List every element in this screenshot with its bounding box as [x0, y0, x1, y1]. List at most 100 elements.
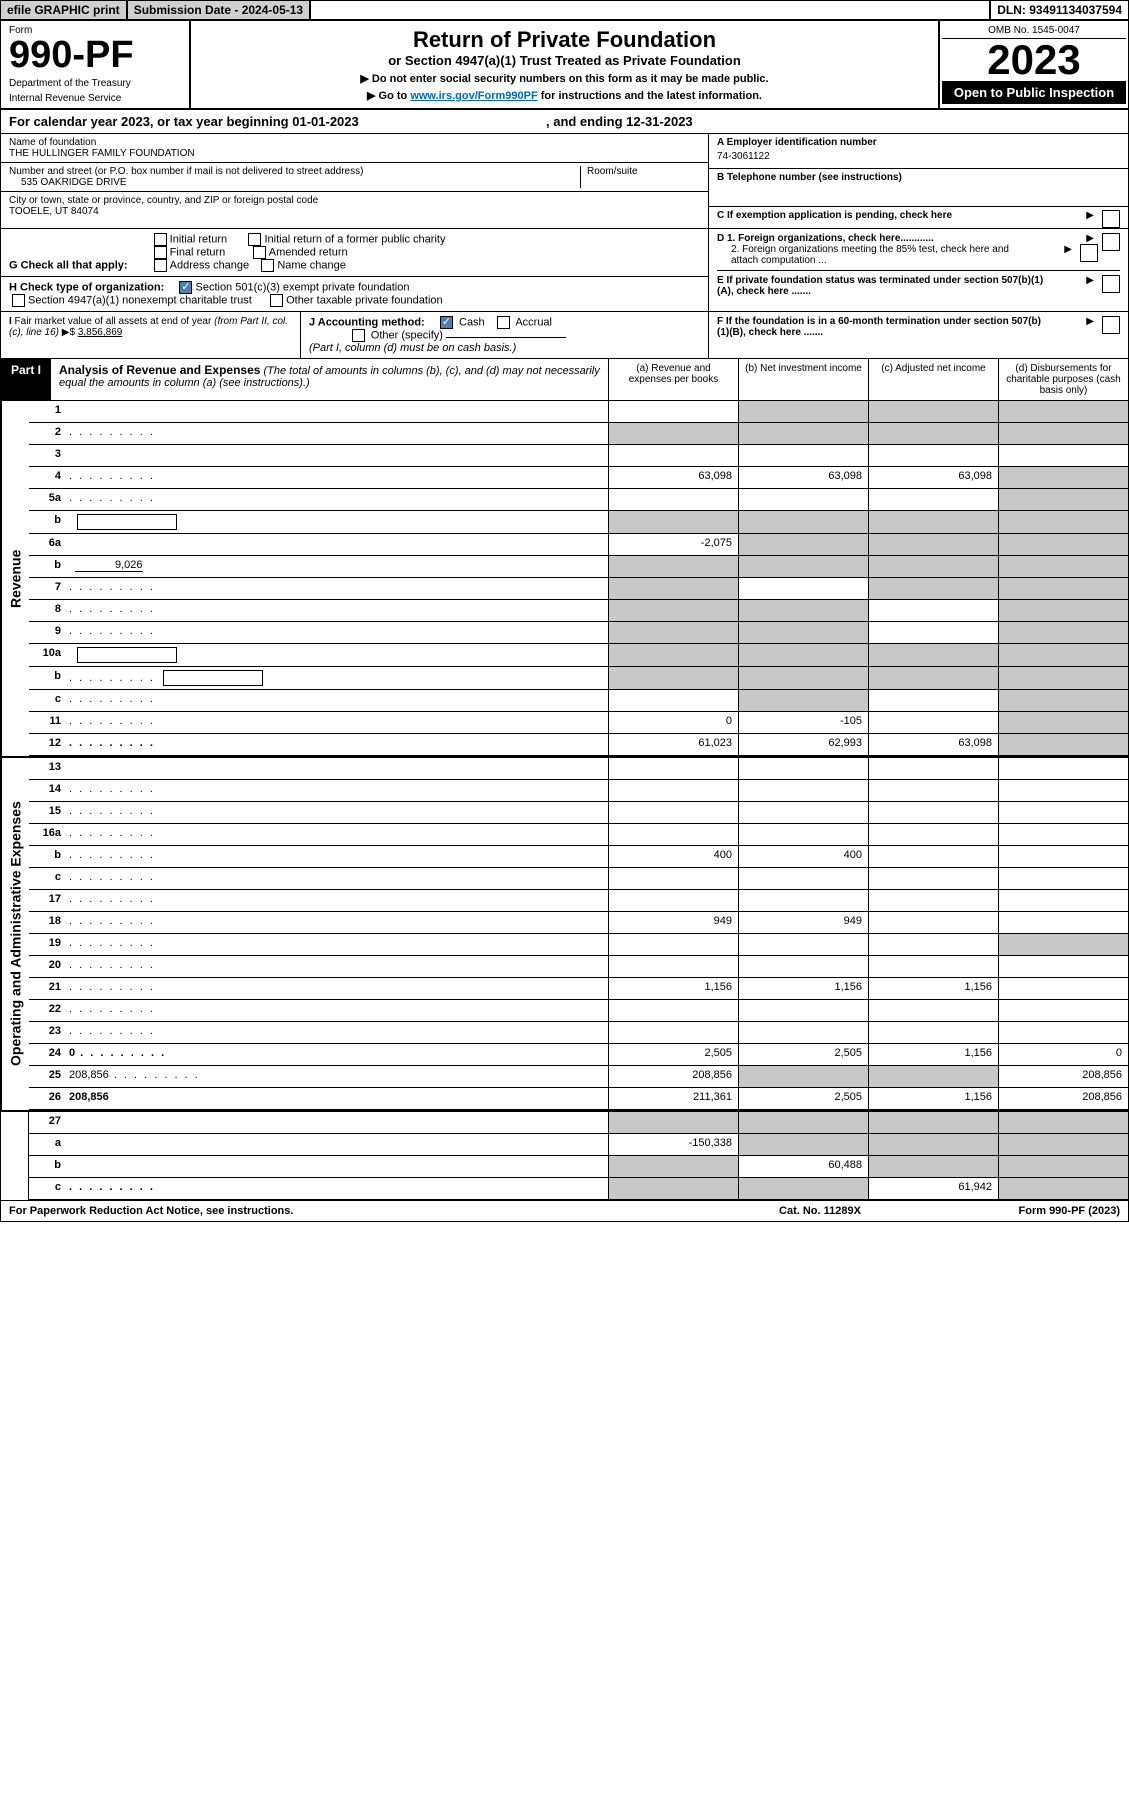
cell-c: 1,156: [868, 978, 998, 999]
f-checkbox[interactable]: [1102, 316, 1120, 334]
cell-b: [738, 578, 868, 599]
cell-b: [738, 1178, 868, 1199]
d1-checkbox[interactable]: [1102, 233, 1120, 251]
cell-d: 208,856: [998, 1066, 1128, 1087]
foundation-name-cell: Name of foundation THE HULLINGER FAMILY …: [1, 134, 708, 163]
cell-b: [738, 780, 868, 801]
row-number: 5a: [29, 489, 65, 510]
form-link[interactable]: www.irs.gov/Form990PF: [410, 90, 537, 102]
row-description: [65, 1178, 608, 1199]
other-taxable-checkbox[interactable]: [270, 294, 283, 307]
cell-b: [738, 868, 868, 889]
instruction-2: ▶ Go to www.irs.gov/Form990PF for instru…: [201, 89, 928, 102]
info-right: A Employer identification number 74-3061…: [708, 134, 1128, 228]
cell-c: [868, 824, 998, 845]
cell-b: [738, 534, 868, 555]
501c3-checkbox[interactable]: [179, 281, 192, 294]
row-description: [65, 1022, 608, 1043]
table-row: b: [29, 667, 1128, 690]
cash-checkbox[interactable]: [440, 316, 453, 329]
room-label: Room/suite: [580, 166, 700, 188]
cell-b: [738, 824, 868, 845]
cell-b: [738, 1066, 868, 1087]
phone-label: B Telephone number (see instructions): [717, 172, 902, 183]
table-row: 25208,856208,856208,856: [29, 1066, 1128, 1088]
e-checkbox[interactable]: [1102, 275, 1120, 293]
cell-c: [868, 1022, 998, 1043]
form-header: Form 990-PF Department of the Treasury I…: [1, 21, 1128, 110]
row-description: [65, 780, 608, 801]
revenue-section: Revenue 123463,09863,09863,0985ab6a-2,07…: [1, 401, 1128, 756]
efile-label[interactable]: efile GRAPHIC print: [1, 1, 128, 19]
cell-a: [608, 690, 738, 711]
g-label: G Check all that apply:: [9, 259, 128, 271]
e-label: E If private foundation status was termi…: [717, 275, 1047, 297]
cell-a: 61,023: [608, 734, 738, 755]
row-description: [65, 956, 608, 977]
cell-d: [998, 423, 1128, 444]
row-number: 17: [29, 890, 65, 911]
initial-former-checkbox[interactable]: [248, 233, 261, 246]
f-label: F If the foundation is in a 60-month ter…: [717, 316, 1047, 338]
row-description: [65, 1112, 608, 1133]
cell-b: [738, 1112, 868, 1133]
arrow-icon: ▶: [1086, 210, 1094, 221]
instr2-post: for instructions and the latest informat…: [538, 90, 762, 102]
cell-b: [738, 401, 868, 422]
form-container: efile GRAPHIC print Submission Date - 20…: [0, 0, 1129, 1222]
cell-a: [608, 423, 738, 444]
cell-d: [998, 489, 1128, 510]
cell-b: [738, 423, 868, 444]
cell-a: [608, 1112, 738, 1133]
table-row: 3: [29, 445, 1128, 467]
cell-a: [608, 780, 738, 801]
final-return-checkbox[interactable]: [154, 246, 167, 259]
amended-checkbox[interactable]: [253, 246, 266, 259]
row-description: [65, 578, 608, 599]
cell-b: [738, 802, 868, 823]
cell-a: 0: [608, 712, 738, 733]
top-bar: efile GRAPHIC print Submission Date - 20…: [1, 1, 1128, 21]
d2-label: 2. Foreign organizations meeting the 85%…: [717, 244, 1027, 266]
name-change-checkbox[interactable]: [261, 259, 274, 272]
row-description: [65, 846, 608, 867]
initial-return-checkbox[interactable]: [154, 233, 167, 246]
header-center: Return of Private Foundation or Section …: [191, 21, 938, 108]
cell-a: [608, 824, 738, 845]
table-row: 13: [29, 758, 1128, 780]
cell-c: [868, 934, 998, 955]
cell-c: [868, 712, 998, 733]
table-row: 15: [29, 802, 1128, 824]
form-title: Return of Private Foundation: [201, 27, 928, 53]
pending-checkbox[interactable]: [1102, 210, 1120, 228]
row-description: [65, 1134, 608, 1155]
cell-a: [608, 578, 738, 599]
d2-checkbox[interactable]: [1080, 244, 1098, 262]
cell-a: [608, 1178, 738, 1199]
cell-a: [608, 868, 738, 889]
other-method-checkbox[interactable]: [352, 329, 365, 342]
revenue-label: Revenue: [1, 401, 29, 756]
name-label: Name of foundation: [9, 137, 700, 148]
row-number: 1: [29, 401, 65, 422]
table-row: 2: [29, 423, 1128, 445]
row-description: [65, 467, 608, 488]
pending-cell: C If exemption application is pending, c…: [709, 207, 1128, 224]
accrual-checkbox[interactable]: [497, 316, 510, 329]
table-row: c: [29, 690, 1128, 712]
expense-rows: 13141516ab400400c17189499491920211,1561,…: [29, 758, 1128, 1110]
cell-b: [738, 644, 868, 666]
cell-d: [998, 824, 1128, 845]
cell-a: [608, 600, 738, 621]
row-number: 16a: [29, 824, 65, 845]
row-number: b: [29, 1156, 65, 1177]
accounting-method: J Accounting method: Cash Accrual Other …: [301, 312, 708, 358]
cell-a: [608, 1156, 738, 1177]
cell-b: [738, 890, 868, 911]
4947-checkbox[interactable]: [12, 294, 25, 307]
cell-a: [608, 758, 738, 779]
cell-c: [868, 600, 998, 621]
cell-a: -2,075: [608, 534, 738, 555]
row-number: b: [29, 556, 65, 577]
address-change-checkbox[interactable]: [154, 259, 167, 272]
